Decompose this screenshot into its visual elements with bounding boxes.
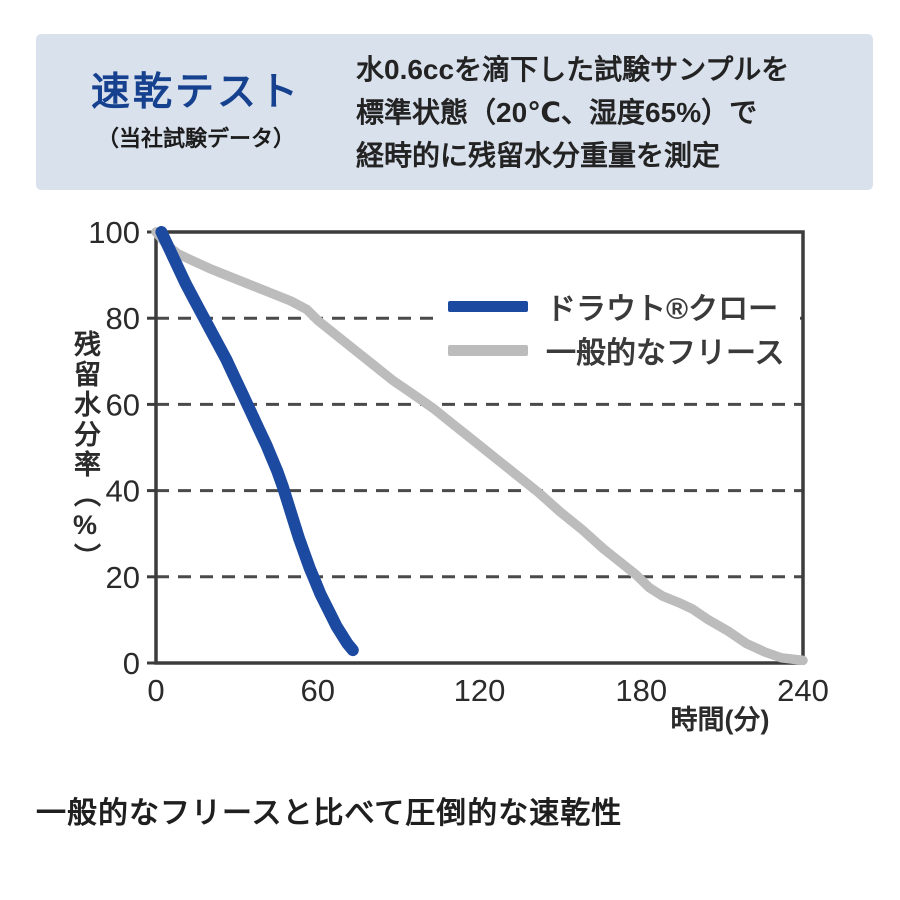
x-tick-label-120: 120 [454,673,506,708]
y-tick-label-20: 20 [106,560,140,595]
series-line-0 [155,226,359,657]
test-description: 水0.6ccを滴下した試験サンプルを 標準状態（20℃、湿度65%）で 経時的に… [356,48,873,177]
x-tick-label-0: 0 [147,673,164,708]
plot-border [154,230,805,665]
header-left-column: 速乾テスト （当社試験データ） [36,71,356,154]
page-subtitle: （当社試験データ） [96,126,295,152]
y-tick-label-80: 80 [106,301,140,336]
conclusion-text: 一般的なフリースと比べて圧倒的な速乾性 [36,797,623,830]
x-tick-label-240: 240 [777,673,829,708]
y-tick-label-100: 100 [88,215,140,250]
y-tick-label-0: 0 [123,646,140,681]
chart-canvas: 0 20 40 60 80 100 0 60 120 180 240 [88,215,829,708]
description-line-1: 水0.6ccを滴下した試験サンプルを [356,53,790,85]
header-panel: 速乾テスト （当社試験データ） 水0.6ccを滴下した試験サンプルを 標準状態（… [36,34,873,190]
legend-swatch-gray [448,344,528,356]
x-tick-label-180: 180 [615,673,667,708]
legend-swatch-blue [448,300,528,312]
x-tick-label-60: 60 [301,673,335,708]
legend-label: ドラウト®クロー [546,293,779,326]
legend-item-generic-fleece: 一般的なフリース [448,332,800,370]
y-tick-label-60: 60 [106,387,140,422]
chart: 0 20 40 60 80 100 0 60 120 180 240 残留水分率（%） 時間(分) … [0,200,900,780]
series-line-1 [151,227,808,666]
x-axis-title: 時間(分) [670,705,770,735]
legend-item-drout-clo: ドラウト®クロー [448,288,800,326]
page-title: 速乾テスト [90,70,301,114]
y-axis-title: 残留水分率（%） [70,330,100,573]
description-line-3: 経時的に残留水分重量を測定 [356,139,721,171]
legend-label: 一般的なフリース [546,337,785,370]
legend: ドラウト®クロー 一般的なフリース [438,282,800,374]
description-line-2: 標準状態（20℃、湿度65%）で [356,96,758,128]
y-tick-label-40: 40 [106,474,140,509]
